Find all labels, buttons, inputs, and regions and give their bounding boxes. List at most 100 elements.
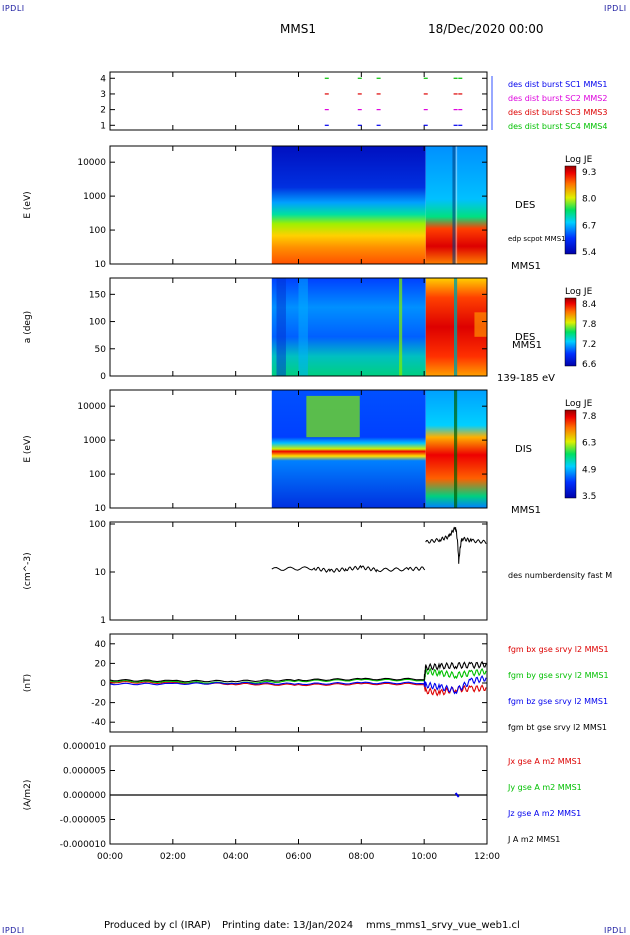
des_pitch-spectrum-feature	[276, 278, 286, 376]
des_energy-colorbar-title: Log JE	[565, 155, 593, 165]
des_energy-ylabel: E (eV)	[23, 191, 33, 218]
des_pitch-spectrum-feature	[298, 278, 308, 376]
dis_energy-ytick-label: 1000	[83, 436, 106, 446]
time-tick-label: 02:00	[160, 852, 186, 862]
current-ytick-label: -0.000005	[60, 816, 106, 826]
des_energy-spectrum-feature	[452, 146, 456, 264]
density-frame	[109, 521, 488, 621]
des_pitch-colorbar-title: Log JE	[565, 287, 593, 297]
current-ylabel: (A/m2)	[23, 780, 33, 811]
bfield-ytick-label: -20	[91, 699, 106, 709]
footer-produced-by: Produced by cl (IRAP)	[104, 920, 211, 931]
des_pitch-ytick-label: 0	[100, 372, 106, 382]
dis_energy-colorbar-title: Log JE	[565, 399, 593, 409]
spacecraft-title: MMS1	[280, 22, 316, 36]
time-tick-label: 12:00	[474, 852, 500, 862]
bfield-legend-entry: fgm bt gse srvy l2 MMS1	[508, 723, 607, 732]
dis_energy-colorbar-tick: 6.3	[582, 439, 596, 449]
des_energy-colorbar-tick: 5.4	[582, 248, 597, 258]
current-legend-entry: Jy gse A m2 MMS1	[507, 783, 582, 792]
footer-file: mms_mms1_srvy_vue_web1.cl	[366, 920, 520, 931]
dis_energy-ylabel: E (eV)	[23, 435, 33, 462]
des_pitch-ytick-label: 50	[95, 345, 107, 355]
des_pitch-colorbar-tick: 6.6	[582, 360, 597, 370]
burst-legend-entry: des dist burst SC4 MMS4	[508, 122, 607, 131]
des_energy-ytick-label: 10000	[77, 158, 106, 168]
des_pitch-ylabel: a (deg)	[23, 311, 33, 343]
dis_energy-ytick-label: 10000	[77, 402, 106, 412]
des_pitch-ytick-label: 150	[89, 290, 106, 300]
density-series-line	[271, 564, 426, 573]
des_pitch-spectrum-feature	[399, 278, 403, 376]
current-ytick-label: 0.000010	[63, 742, 106, 752]
des_pitch-colorbar	[564, 297, 577, 367]
des_pitch-spectrum-feature	[454, 278, 458, 376]
burst-legend-entry: des dist burst SC2 MMS2	[508, 94, 607, 103]
des_energy-colorbar-tick: 9.3	[582, 168, 596, 178]
des_pitch-side-label: DES	[515, 332, 535, 343]
bfield-series-line	[109, 660, 487, 683]
dis_energy-ytick-label: 10	[95, 504, 107, 514]
des_energy-spectrum-region	[271, 146, 426, 264]
time-tick-label: 08:00	[348, 852, 374, 862]
des_pitch-colorbar-tick: 7.8	[582, 320, 597, 330]
des_pitch-colorbar-tick: 7.2	[582, 340, 596, 350]
dis_energy-colorbar-tick: 4.9	[582, 465, 597, 475]
des_energy-side-label-bottom: MMS1	[511, 261, 541, 272]
bfield-ytick-label: 20	[95, 659, 107, 669]
footer-logo-left: IPDLI	[2, 926, 25, 935]
logo-left: IPDLI	[2, 4, 25, 13]
des_energy-colorbar-tick: 8.0	[582, 195, 597, 205]
time-tick-label: 04:00	[223, 852, 249, 862]
dis_energy-spectrum-feature	[454, 390, 458, 508]
current-legend-entry: J A m2 MMS1	[507, 835, 560, 844]
bfield-legend-entry: fgm by gse srvy l2 MMS1	[508, 671, 609, 680]
current-series-line	[454, 792, 460, 798]
des_energy-ytick-label: 1000	[83, 192, 106, 202]
burst-legend-entry: des dist burst SC3 MMS3	[508, 108, 607, 117]
density-ytick-label: 100	[89, 520, 106, 530]
logo-right: IPDLI	[604, 4, 627, 13]
footer-printing-date: Printing date: 13/Jan/2024	[222, 920, 354, 931]
des_pitch-colorbar-tick: 8.4	[582, 300, 597, 310]
burst-ytick-label: 1	[100, 121, 106, 131]
current-legend-entry: Jx gse A m2 MMS1	[507, 757, 582, 766]
dis_energy-colorbar-tick: 7.8	[582, 412, 597, 422]
current-legend-entry: Jz gse A m2 MMS1	[507, 809, 581, 818]
bfield-ytick-label: -40	[91, 718, 106, 728]
density-ylabel: (cm^-3)	[23, 552, 33, 589]
bfield-series-line	[109, 674, 487, 695]
time-tick-label: 10:00	[411, 852, 437, 862]
des_energy-colorbar	[564, 165, 577, 255]
dis_energy-spectrum-feature	[306, 395, 360, 438]
density-series-line	[425, 526, 487, 564]
dis_energy-side-label-bottom: MMS1	[511, 505, 541, 516]
current-ytick-label: -0.000010	[60, 840, 106, 850]
des_energy-side-label-mid: edp scpot MMS1	[508, 235, 566, 243]
date-title: 18/Dec/2020 00:00	[428, 22, 544, 36]
burst-ytick-label: 4	[100, 74, 106, 84]
burst-ytick-label: 3	[100, 90, 106, 100]
current-ytick-label: 0.000000	[63, 791, 106, 801]
density-legend-entry: des numberdensity fast M	[508, 571, 612, 580]
time-tick-label: 06:00	[286, 852, 312, 862]
des_energy-spectrum-region	[425, 146, 487, 264]
des_pitch-spectrum-feature	[474, 312, 487, 337]
time-tick-label: 00:00	[97, 852, 123, 862]
des_energy-ytick-label: 100	[89, 226, 106, 236]
burst-frame	[109, 71, 488, 131]
dis_energy-colorbar	[564, 409, 577, 499]
des_pitch-side-label-mid: MMS1	[512, 340, 542, 351]
dis_energy-ytick-label: 100	[89, 470, 106, 480]
density-ytick-label: 1	[100, 616, 106, 626]
des_pitch-side-label-bottom: 139-185 eV	[497, 373, 555, 384]
bfield-legend-entry: fgm bx gse srvy l2 MMS1	[508, 645, 609, 654]
dis_energy-colorbar-tick: 3.5	[582, 492, 596, 502]
dis_energy-side-label: DIS	[515, 444, 532, 455]
des_energy-colorbar-tick: 6.7	[582, 221, 596, 231]
bfield-series-line	[109, 667, 487, 685]
burst-ytick-label: 2	[100, 106, 106, 116]
des_energy-spectrum-feature	[455, 146, 458, 264]
plot-canvas: 1 2 3 4 des dist burst SC1 MMS1 des dist burs…	[23, 71, 612, 862]
des_energy-ytick-label: 10	[95, 260, 107, 270]
